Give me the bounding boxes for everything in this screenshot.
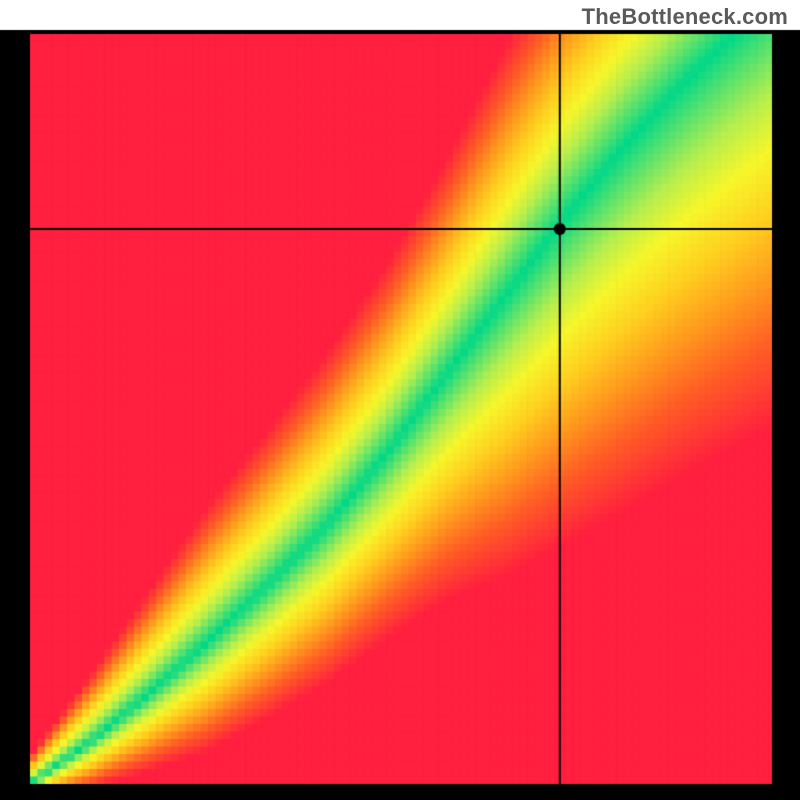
attribution-label: TheBottleneck.com (582, 4, 788, 30)
bottleneck-heatmap-canvas (0, 0, 800, 800)
chart-container: TheBottleneck.com (0, 0, 800, 800)
